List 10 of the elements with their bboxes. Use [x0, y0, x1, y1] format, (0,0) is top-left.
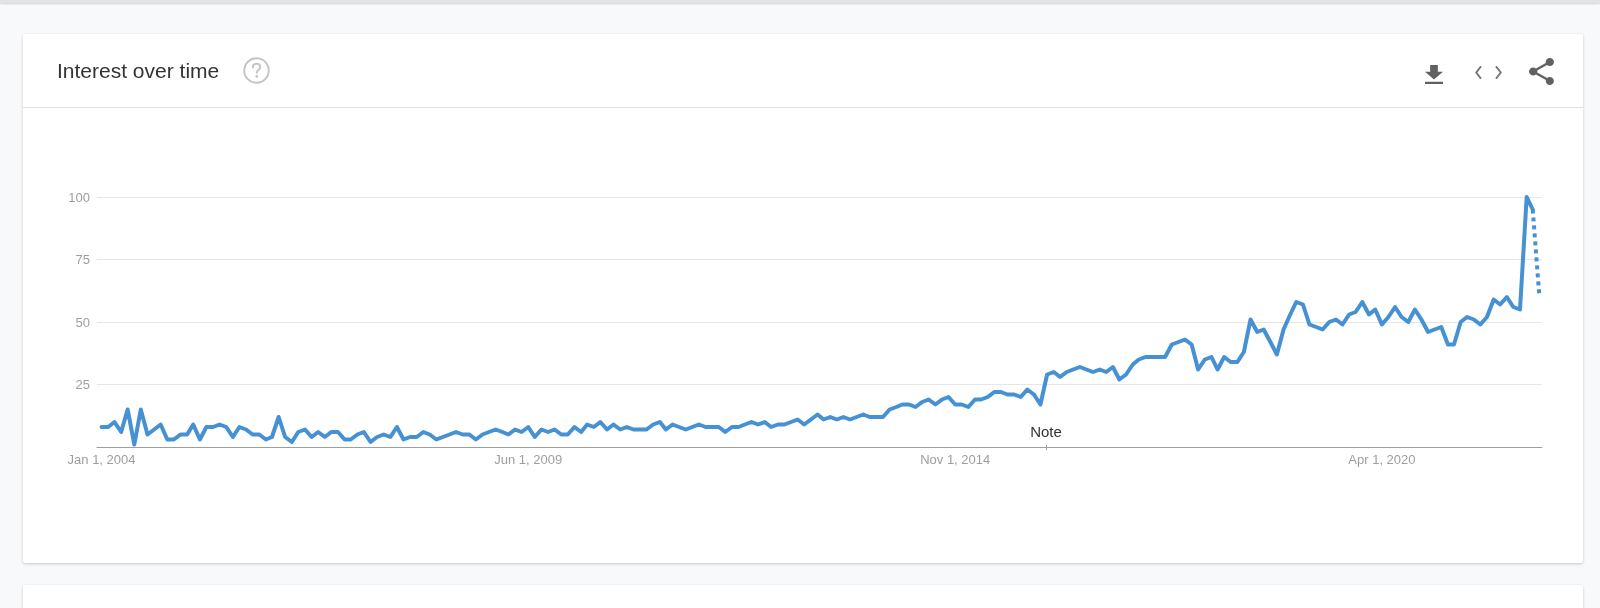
x-tick-label: Jan 1, 2004 — [67, 452, 136, 467]
x-tick-label: Nov 1, 2014 — [920, 452, 991, 467]
y-tick-label: 100 — [68, 189, 90, 205]
y-tick-label: 50 — [75, 314, 90, 330]
x-tick-label: Apr 1, 2020 — [1348, 452, 1416, 467]
x-tick-label: Jun 1, 2009 — [494, 452, 563, 467]
annotation: Note — [1030, 423, 1062, 440]
y-tick-label: 25 — [75, 377, 90, 392]
y-tick-label: 75 — [75, 252, 90, 267]
chart-title: Interest over time — [57, 58, 220, 83]
